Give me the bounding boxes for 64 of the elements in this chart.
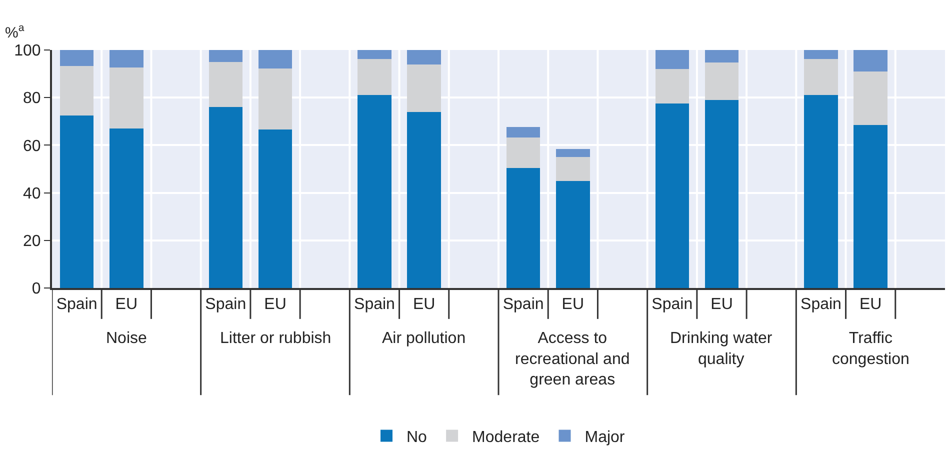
- bar: [60, 50, 94, 66]
- bar: [854, 50, 888, 72]
- bar: [704, 62, 739, 100]
- bar: [407, 50, 441, 64]
- bar: [506, 127, 540, 138]
- bar: [556, 157, 590, 181]
- x-tick-label: EU: [115, 296, 138, 314]
- text: Traffic congestion: [832, 330, 910, 368]
- x-tick-label: EU: [562, 296, 584, 314]
- x-tick-label: Spain: [205, 296, 246, 314]
- bar: [506, 168, 540, 288]
- bar: [804, 50, 838, 60]
- bar: [110, 128, 144, 288]
- x-tick-label: Spain: [800, 296, 842, 314]
- text: Litter or rubbish: [220, 330, 332, 347]
- bar: [358, 95, 392, 288]
- bar: [110, 67, 144, 129]
- x-tick-label: Spain: [652, 296, 693, 314]
- bar: [804, 95, 838, 288]
- bar: [110, 50, 144, 68]
- x-tick-label: Spain: [354, 296, 395, 314]
- bar: [556, 149, 590, 158]
- text: Noise: [106, 330, 148, 347]
- x-tick-label: Spain: [502, 296, 544, 314]
- bar: [704, 100, 739, 288]
- bar: [258, 50, 292, 68]
- x-tick-label: EU: [710, 296, 733, 314]
- bar: [60, 116, 94, 288]
- bar: [60, 66, 94, 116]
- bar: [208, 62, 243, 108]
- bar: [854, 71, 888, 125]
- bar: [208, 107, 243, 288]
- text: Air pollution: [382, 330, 466, 347]
- y-tick-label: 60: [23, 138, 41, 155]
- text: Access to recreational and green areas: [515, 330, 630, 389]
- bar: [655, 50, 690, 70]
- y-axis-title: %$^{a}$: [5, 22, 24, 42]
- x-tick-label: EU: [264, 296, 286, 314]
- bar: [407, 112, 441, 288]
- legend-label: No: [406, 429, 428, 446]
- y-tick-label: 100: [14, 42, 41, 60]
- bar: [854, 124, 888, 288]
- bar: [258, 129, 292, 288]
- legend-label: Major: [584, 429, 626, 446]
- x-tick-label: EU: [412, 296, 436, 314]
- bar: [258, 68, 292, 130]
- text: Drinking water quality: [670, 330, 773, 368]
- bar: [506, 138, 540, 168]
- bar: [804, 59, 838, 96]
- bar: [655, 103, 690, 288]
- x-tick-label: Spain: [56, 296, 98, 314]
- y-tick-label: 40: [23, 185, 41, 202]
- legend-label: Moderate: [472, 429, 540, 446]
- y-tick-label: 80: [23, 90, 41, 108]
- bar: [358, 50, 392, 59]
- x-tick-label: EU: [859, 296, 882, 314]
- y-tick-label: 20: [23, 233, 41, 250]
- bar: [704, 50, 739, 63]
- bar: [407, 64, 441, 112]
- bar: [655, 69, 690, 104]
- bar: [358, 58, 392, 96]
- bar: [208, 50, 243, 62]
- y-tick-label: 0: [32, 280, 41, 298]
- bar: [556, 180, 590, 288]
